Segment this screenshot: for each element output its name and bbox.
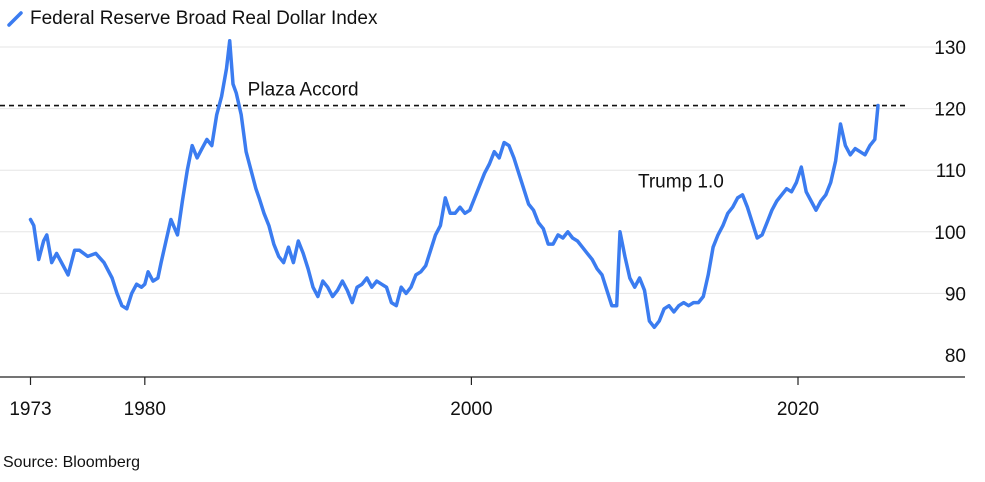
grid-lines: [0, 46, 965, 294]
annotation-0: Plaza Accord: [248, 79, 359, 100]
x-tick-label-2000: 2000: [450, 399, 492, 420]
y-tick-label-90: 90: [945, 284, 966, 305]
y-tick-label-80: 80: [945, 346, 966, 367]
x-tick-label-1980: 1980: [124, 399, 166, 420]
y-tick-label-120: 120: [934, 100, 966, 121]
annotation-1: Trump 1.0: [638, 172, 724, 193]
y-tick-label-130: 130: [934, 38, 966, 59]
y-tick-label-110: 110: [936, 161, 966, 182]
y-tick-labels: 130 120 110 100 90 80: [934, 38, 966, 367]
legend-label: Federal Reserve Broad Real Dollar Index: [30, 8, 378, 29]
x-tick-label-2020: 2020: [777, 399, 819, 420]
annotations: Plaza Accord Trump 1.0: [248, 79, 724, 192]
series-line-0: [28, 39, 880, 330]
x-tick-labels: 1973 1980 2000 2020: [9, 399, 819, 420]
x-tick-label-1973: 1973: [9, 399, 51, 420]
series-group: [28, 39, 880, 330]
x-axis: [0, 376, 965, 385]
y-tick-label-100: 100: [934, 223, 966, 244]
legend-line-icon: [7, 11, 23, 27]
source-note: Source: Bloomberg: [3, 454, 140, 471]
legend: Federal Reserve Broad Real Dollar Index: [6, 6, 377, 32]
